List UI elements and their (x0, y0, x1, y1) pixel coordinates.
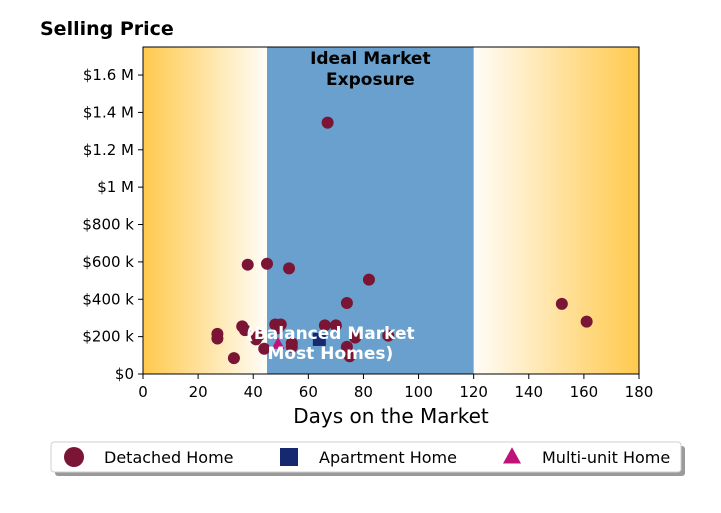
circle-data-point (362, 273, 375, 286)
x-tick-label: 160 (570, 383, 599, 401)
circle-data-point (555, 297, 568, 310)
x-axis: 0 20 40 60 80 100 120 140 160 180 (138, 374, 653, 401)
x-tick-label: 0 (138, 383, 148, 401)
circle-data-point (349, 331, 362, 344)
circle-data-point (274, 318, 287, 331)
circle-data-point (321, 116, 334, 129)
circle-data-point (318, 319, 331, 332)
x-axis-label: Days on the Market (293, 404, 489, 428)
circle-data-point (382, 329, 395, 342)
circle-data-point (258, 342, 271, 355)
legend-entry-label: Multi-unit Home (542, 448, 670, 467)
region-label-line: Most Homes) (267, 344, 393, 364)
legend-entry-label: Detached Home (104, 448, 234, 467)
x-tick-label: 40 (244, 383, 263, 401)
circle-data-point (241, 258, 254, 271)
plot-frame (142, 46, 640, 375)
x-tick-label: 60 (299, 383, 318, 401)
left-gradient-band (143, 47, 267, 374)
y-tick-label: $1.4 M (83, 103, 134, 121)
circle-data-point (283, 262, 296, 275)
circle-data-point (252, 329, 265, 342)
plot-background (143, 47, 639, 374)
legend-marker-circle (64, 447, 84, 467)
chart-title: Selling Price (40, 18, 174, 40)
region-label-line: Ideal Market (310, 49, 431, 69)
region-annotations: Ideal Market Exposure (310, 49, 431, 90)
legend-marker-triangle (503, 447, 521, 464)
data-points (211, 116, 593, 365)
x-tick-label: 20 (189, 383, 208, 401)
right-gradient-band (473, 47, 639, 374)
legend: Detached Home Apartment Home Multi-unit Ho… (50, 441, 685, 476)
y-tick-label: $400 k (82, 290, 134, 308)
balanced-market-label: (Balanced Market Most Homes) (246, 324, 415, 364)
x-tick-label: 100 (404, 383, 433, 401)
circle-data-point (261, 257, 273, 270)
y-tick-label: $1.6 M (83, 66, 134, 84)
circle-data-point (340, 340, 353, 353)
region-label-line: Exposure (326, 70, 415, 90)
circle-data-point (340, 296, 353, 309)
region-annotations-front: (Balanced Market Most Homes) (246, 324, 415, 364)
ideal-market-band (267, 47, 474, 374)
circle-data-point (211, 332, 224, 345)
y-tick-label: $1 M (97, 178, 134, 196)
y-axis: $0 $200 k $400 k $600 k $800 k $1 M $1.2 M $1.4… (82, 66, 143, 383)
circle-data-point (285, 340, 298, 353)
legend-entry-label: Apartment Home (319, 448, 457, 467)
ideal-market-exposure-label: Ideal Market Exposure (310, 49, 431, 90)
circle-data-point (227, 352, 240, 365)
y-tick-label: $1.2 M (83, 141, 134, 159)
y-tick-label: $600 k (82, 253, 134, 271)
y-tick-label: $800 k (82, 216, 134, 234)
x-tick-label: 120 (459, 383, 488, 401)
square-data-point (312, 332, 326, 346)
y-tick-label: $0 (115, 365, 134, 383)
y-tick-label: $200 k (82, 328, 134, 346)
legend-marker-square (280, 448, 298, 466)
circle-data-point (343, 350, 356, 363)
x-tick-label: 80 (354, 383, 373, 401)
region-label-line: (Balanced Market (246, 324, 415, 344)
circle-data-point (329, 319, 342, 332)
legend-box (50, 441, 682, 473)
x-tick-label: 140 (514, 383, 543, 401)
circle-data-point (580, 315, 593, 328)
x-tick-label: 180 (625, 383, 654, 401)
triangle-data-point (271, 337, 285, 349)
circle-data-point (238, 324, 251, 337)
